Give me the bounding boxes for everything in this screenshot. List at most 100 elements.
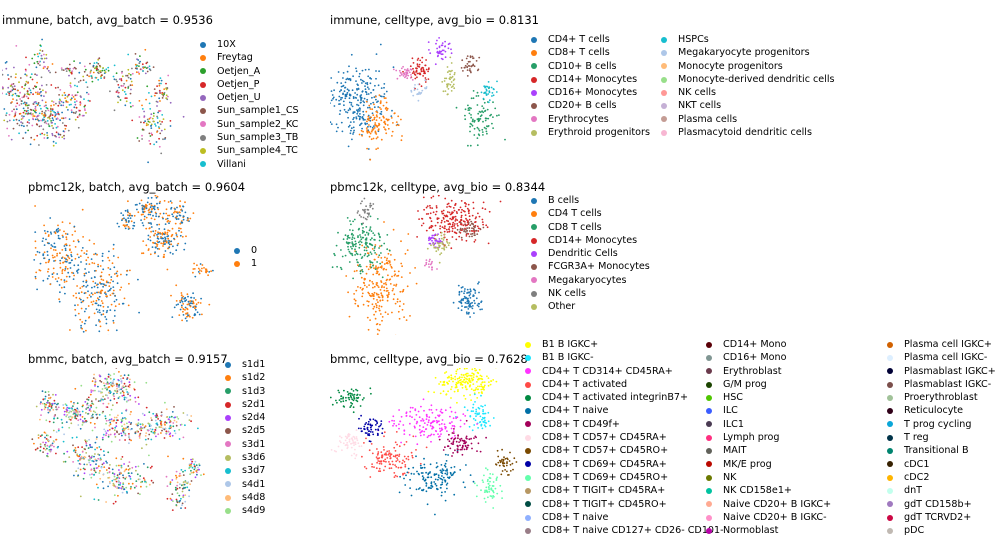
scatter-point: [368, 104, 371, 107]
scatter-point: [365, 247, 368, 249]
scatter-point: [58, 300, 61, 303]
scatter-point: [32, 109, 35, 112]
scatter-point: [77, 81, 80, 83]
scatter-point: [40, 94, 43, 97]
scatter-point: [444, 372, 446, 374]
scatter-point: [139, 493, 141, 496]
scatter-point: [419, 462, 422, 465]
scatter-point: [486, 108, 489, 111]
scatter-point: [164, 427, 167, 430]
scatter-point: [441, 49, 444, 52]
scatter-point: [466, 232, 469, 235]
scatter-point: [57, 428, 60, 430]
scatter-point: [86, 91, 88, 94]
scatter-point: [343, 90, 346, 93]
scatter-point: [79, 255, 82, 257]
scatter-point: [57, 86, 59, 89]
scatter-point: [400, 118, 402, 121]
scatter-point: [170, 294, 172, 297]
scatter-point: [400, 73, 403, 76]
scatter-point: [107, 434, 110, 436]
scatter-point: [130, 472, 133, 474]
legend-item: Oetjen_P: [200, 78, 299, 91]
scatter-point: [101, 302, 104, 305]
scatter-point: [482, 120, 484, 123]
scatter-point: [102, 410, 104, 413]
scatter-point: [395, 69, 398, 72]
scatter-point: [413, 72, 415, 74]
scatter-point: [75, 436, 78, 439]
legend-label: CD8+ T cells: [548, 47, 610, 59]
scatter-point: [418, 428, 421, 431]
scatter-point: [129, 102, 132, 104]
scatter-point: [357, 99, 359, 102]
scatter-point: [435, 247, 437, 249]
scatter-point: [391, 130, 394, 133]
scatter-point: [486, 125, 488, 128]
scatter-point: [193, 463, 196, 466]
scatter-point: [487, 101, 490, 104]
scatter-point: [193, 297, 196, 299]
scatter-point: [102, 395, 104, 398]
scatter-point: [469, 316, 471, 318]
scatter-point: [492, 94, 495, 97]
scatter-point: [118, 469, 120, 471]
scatter-point: [98, 57, 101, 60]
scatter-point: [105, 432, 108, 434]
scatter-point: [48, 242, 50, 245]
scatter-point: [357, 241, 360, 244]
scatter-point: [116, 401, 118, 404]
scatter-point: [146, 466, 149, 469]
scatter-point: [450, 386, 453, 388]
scatter-point: [91, 262, 94, 264]
scatter-point: [99, 477, 102, 480]
scatter-point: [132, 227, 134, 230]
scatter-point: [133, 381, 136, 384]
scatter-point: [373, 116, 376, 119]
scatter-point: [128, 461, 131, 463]
scatter-point: [191, 458, 194, 461]
scatter-point: [407, 455, 410, 458]
scatter-point: [389, 283, 392, 285]
legend-column: s1d1 s1d2 s1d3 s2d1 s2d4 s2d5 s3d1 s3d6 s3d7 s4d1…: [225, 358, 265, 518]
scatter-point: [91, 80, 94, 83]
scatter-point: [62, 440, 65, 443]
scatter-point: [470, 305, 472, 308]
scatter-point: [468, 215, 471, 218]
scatter-point: [153, 88, 156, 90]
scatter-point: [92, 377, 95, 379]
scatter-point: [462, 70, 464, 72]
scatter-point: [450, 378, 453, 381]
scatter-point: [115, 368, 118, 369]
scatter-point: [127, 68, 130, 71]
scatter-point: [144, 480, 146, 483]
scatter-point: [427, 390, 430, 393]
legend-marker-icon: [531, 224, 537, 231]
scatter-point: [442, 212, 445, 215]
scatter-point: [366, 98, 369, 101]
legend-label: Sun_sample1_CS: [217, 105, 299, 117]
scatter-point: [156, 131, 158, 133]
scatter-point: [430, 440, 432, 443]
scatter-point: [352, 133, 354, 135]
scatter-point: [359, 101, 362, 104]
scatter-point: [478, 281, 480, 283]
scatter-point: [448, 230, 451, 233]
scatter-point: [353, 243, 356, 246]
scatter-point: [477, 227, 480, 230]
scatter-point: [82, 330, 85, 333]
scatter-point: [362, 130, 364, 133]
scatter-point: [106, 388, 108, 391]
scatter-point: [154, 195, 157, 197]
scatter-point: [407, 233, 410, 235]
legend-item: Sun_sample1_CS: [200, 104, 299, 117]
scatter-point: [45, 438, 48, 440]
scatter-point: [348, 392, 350, 395]
scatter-point: [470, 97, 473, 100]
scatter-point: [367, 328, 370, 331]
scatter-point: [374, 245, 376, 248]
scatter-point: [462, 381, 465, 383]
scatter-point: [64, 260, 67, 263]
scatter-point: [90, 75, 92, 77]
scatter-point: [171, 479, 174, 481]
